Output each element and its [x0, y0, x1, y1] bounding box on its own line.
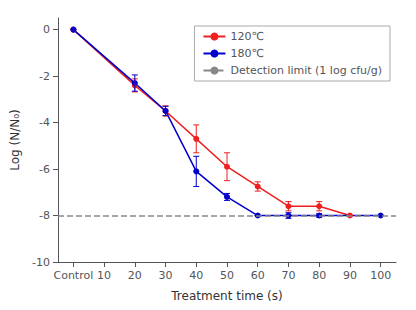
- svg-text:-2: -2: [39, 70, 50, 83]
- svg-text:90: 90: [343, 269, 357, 282]
- svg-text:Detection limit (1 log cfu/g): Detection limit (1 log cfu/g): [230, 64, 382, 77]
- svg-text:80: 80: [312, 269, 326, 282]
- svg-text:Control: Control: [53, 269, 93, 282]
- svg-text:-6: -6: [39, 163, 50, 176]
- svg-text:120℃: 120℃: [230, 30, 263, 43]
- svg-text:10: 10: [97, 269, 111, 282]
- svg-text:60: 60: [251, 269, 265, 282]
- svg-text:50: 50: [220, 269, 234, 282]
- svg-text:-8: -8: [39, 209, 50, 222]
- svg-text:40: 40: [189, 269, 203, 282]
- svg-text:30: 30: [159, 269, 173, 282]
- svg-text:Treatment time (s): Treatment time (s): [170, 289, 282, 303]
- svg-text:70: 70: [281, 269, 295, 282]
- svg-text:0: 0: [43, 23, 50, 36]
- svg-text:20: 20: [128, 269, 142, 282]
- svg-text:180℃: 180℃: [230, 47, 263, 60]
- svg-text:-4: -4: [39, 116, 50, 129]
- svg-text:Log (N/N₀): Log (N/N₀): [8, 109, 22, 170]
- svg-text:-10: -10: [32, 256, 50, 269]
- svg-text:100: 100: [370, 269, 391, 282]
